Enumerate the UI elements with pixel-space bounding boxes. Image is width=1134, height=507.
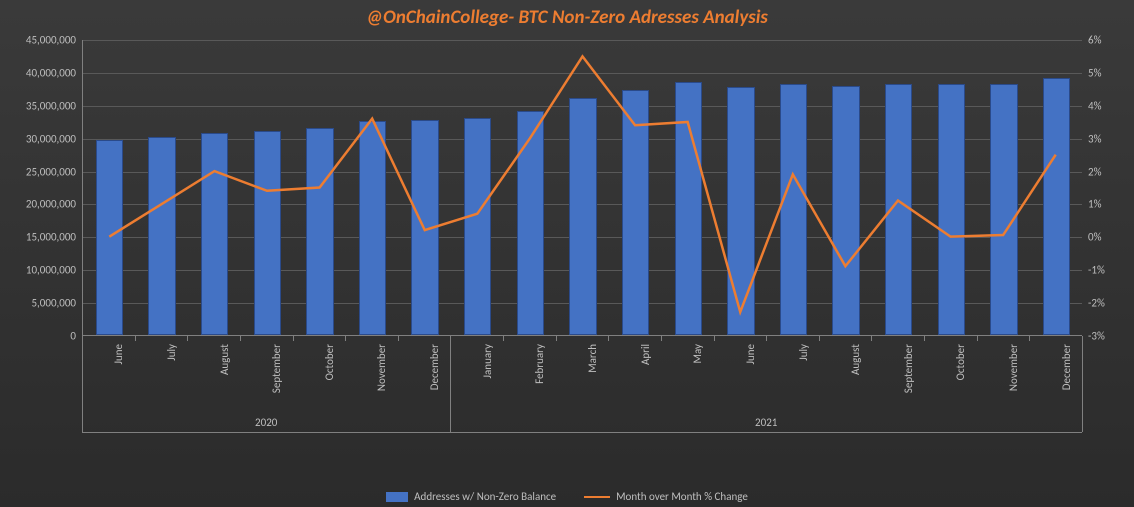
x-tick-mark bbox=[345, 336, 346, 341]
y-right-tick-label: 0% bbox=[1088, 231, 1101, 244]
y-right-tick-label: 3% bbox=[1088, 132, 1101, 145]
x-tick-mark bbox=[819, 336, 820, 341]
x-tick-mark bbox=[608, 336, 609, 341]
year-divider bbox=[82, 336, 83, 432]
y-right-tick-label: -1% bbox=[1088, 264, 1105, 277]
y-left-tick-label: 30,000,000 bbox=[26, 132, 76, 145]
legend: Addresses w/ Non-Zero Balance Month over… bbox=[0, 490, 1134, 503]
line-series bbox=[83, 40, 1082, 335]
chart-container: @OnChainCollege- BTC Non-Zero Adresses A… bbox=[0, 0, 1134, 507]
y-right-tick-label: -3% bbox=[1088, 330, 1105, 343]
x-month-label: December bbox=[1060, 344, 1073, 390]
x-month-label: September bbox=[902, 344, 915, 393]
year-baseline bbox=[82, 432, 1082, 433]
bar-swatch-icon bbox=[386, 492, 408, 502]
x-tick-mark bbox=[871, 336, 872, 341]
x-month-label: June bbox=[112, 344, 125, 365]
y-left-tick-label: 35,000,000 bbox=[26, 99, 76, 112]
y-right-tick-label: -2% bbox=[1088, 297, 1105, 310]
legend-item-line: Month over Month % Change bbox=[584, 490, 748, 503]
x-month-label: February bbox=[533, 344, 546, 384]
x-tick-mark bbox=[766, 336, 767, 341]
y-axis-left: 05,000,00010,000,00015,000,00020,000,000… bbox=[0, 40, 82, 336]
x-month-label: August bbox=[849, 344, 862, 375]
x-tick-mark bbox=[556, 336, 557, 341]
y-left-tick-label: 40,000,000 bbox=[26, 66, 76, 79]
line-swatch-icon bbox=[584, 496, 610, 498]
line-path bbox=[109, 56, 1055, 312]
year-divider bbox=[450, 336, 451, 432]
y-left-tick-label: 25,000,000 bbox=[26, 165, 76, 178]
y-right-tick-label: 2% bbox=[1088, 165, 1101, 178]
y-right-tick-label: 4% bbox=[1088, 99, 1101, 112]
y-axis-right: -3%-2%-1%0%1%2%3%4%5%6% bbox=[1082, 40, 1132, 336]
x-tick-mark bbox=[977, 336, 978, 341]
x-month-label: January bbox=[481, 344, 494, 378]
x-month-label: April bbox=[639, 344, 652, 365]
x-tick-mark bbox=[1029, 336, 1030, 341]
y-left-tick-label: 5,000,000 bbox=[31, 297, 76, 310]
x-month-label: March bbox=[586, 344, 599, 373]
y-right-tick-label: 5% bbox=[1088, 66, 1101, 79]
x-month-label: December bbox=[428, 344, 441, 390]
x-month-label: October bbox=[323, 344, 336, 380]
y-left-tick-label: 10,000,000 bbox=[26, 264, 76, 277]
x-month-label: October bbox=[954, 344, 967, 380]
y-right-tick-label: 1% bbox=[1088, 198, 1101, 211]
x-month-label: July bbox=[165, 344, 178, 361]
x-tick-mark bbox=[924, 336, 925, 341]
x-month-label: May bbox=[691, 344, 704, 363]
x-tick-mark bbox=[293, 336, 294, 341]
x-axis: June July August September October November De… bbox=[82, 336, 1082, 456]
y-left-tick-label: 20,000,000 bbox=[26, 198, 76, 211]
x-tick-mark bbox=[714, 336, 715, 341]
x-tick-mark bbox=[503, 336, 504, 341]
legend-line-label: Month over Month % Change bbox=[616, 490, 748, 503]
legend-bar-label: Addresses w/ Non-Zero Balance bbox=[414, 490, 556, 503]
x-tick-mark bbox=[240, 336, 241, 341]
legend-item-bar: Addresses w/ Non-Zero Balance bbox=[386, 490, 556, 503]
x-month-label: June bbox=[744, 344, 757, 365]
x-month-label: November bbox=[375, 344, 388, 391]
x-year-label: 2021 bbox=[755, 416, 777, 429]
x-tick-mark bbox=[398, 336, 399, 341]
year-divider bbox=[1082, 336, 1083, 432]
x-tick-mark bbox=[661, 336, 662, 341]
x-year-label: 2020 bbox=[255, 416, 277, 429]
x-month-label: November bbox=[1007, 344, 1020, 391]
plot-area bbox=[82, 40, 1082, 336]
x-month-label: July bbox=[797, 344, 810, 361]
x-tick-mark bbox=[135, 336, 136, 341]
x-month-label: August bbox=[218, 344, 231, 375]
y-left-tick-label: 0 bbox=[70, 330, 76, 343]
y-right-tick-label: 6% bbox=[1088, 34, 1101, 47]
x-tick-mark bbox=[187, 336, 188, 341]
chart-title: @OnChainCollege- BTC Non-Zero Adresses A… bbox=[0, 6, 1134, 29]
y-left-tick-label: 15,000,000 bbox=[26, 231, 76, 244]
y-left-tick-label: 45,000,000 bbox=[26, 34, 76, 47]
x-month-label: September bbox=[270, 344, 283, 393]
